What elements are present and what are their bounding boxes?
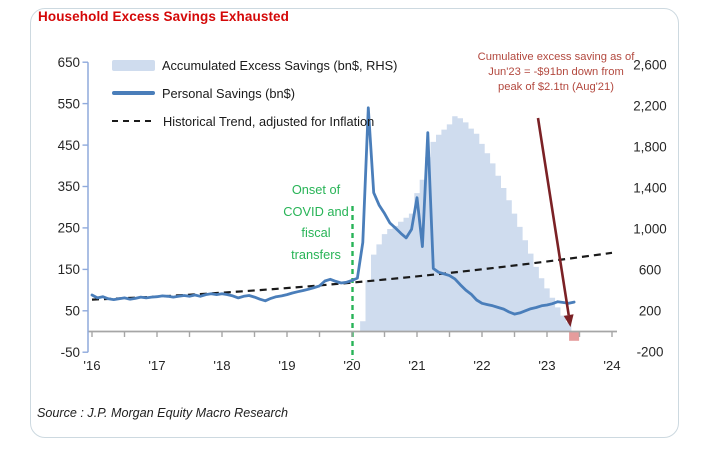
left-axis-tick-label: 450 bbox=[58, 138, 80, 153]
legend-item-personal-savings: Personal Savings (bn$) bbox=[112, 85, 397, 101]
right-axis-tick-label: 1,000 bbox=[633, 222, 667, 237]
x-axis-tick-label: '16 bbox=[83, 358, 100, 373]
legend-label: Personal Savings (bn$) bbox=[162, 85, 296, 101]
right-axis-tick-label: 2,200 bbox=[633, 99, 667, 114]
covid-annotation-line: fiscal bbox=[301, 225, 331, 240]
x-axis-tick-label: '22 bbox=[473, 358, 490, 373]
left-axis-tick-label: -50 bbox=[61, 345, 80, 360]
right-axis-tick-label: 600 bbox=[639, 263, 661, 278]
chart-title: Household Excess Savings Exhausted bbox=[38, 9, 289, 24]
left-axis-tick-label: 350 bbox=[58, 179, 80, 194]
right-axis-tick-label: 1,800 bbox=[633, 140, 667, 155]
cumulative-annotation-line: Jun'23 = -$91bn down from bbox=[488, 66, 624, 79]
x-axis-tick-label: '21 bbox=[408, 358, 425, 373]
covid-annotation-line: transfers bbox=[291, 246, 341, 262]
x-axis-tick-label: '19 bbox=[278, 358, 295, 373]
right-axis-tick-label: 200 bbox=[639, 304, 661, 319]
chart-card bbox=[30, 8, 679, 438]
dash-swatch-icon bbox=[112, 119, 156, 123]
legend-item-accumulated: Accumulated Excess Savings (bn$, RHS) bbox=[112, 57, 397, 73]
x-axis-tick-label: '17 bbox=[148, 358, 165, 373]
cumulative-annotation-line: peak of $2.1tn (Aug'21) bbox=[498, 81, 614, 94]
legend-item-trend: Historical Trend, adjusted for Inflation bbox=[112, 113, 397, 129]
covid-annotation-line: Onset of bbox=[291, 182, 341, 197]
covid-annotation-line: COVID and bbox=[283, 203, 349, 219]
source-text: Source : J.P. Morgan Equity Macro Resear… bbox=[37, 406, 289, 420]
right-axis-tick-label: 1,400 bbox=[633, 181, 667, 196]
x-axis-tick-label: '20 bbox=[343, 358, 360, 373]
x-axis-tick-label: '23 bbox=[538, 358, 555, 373]
covid-annotation: Onset of COVID and fiscal transfers bbox=[266, 179, 366, 265]
accumulated-excess-savings-area bbox=[360, 116, 572, 332]
left-axis-tick-label: 650 bbox=[58, 55, 80, 70]
legend: Accumulated Excess Savings (bn$, RHS) Pe… bbox=[112, 57, 397, 141]
negative-excess-bar bbox=[569, 331, 580, 341]
left-axis-tick-label: 550 bbox=[58, 96, 80, 111]
x-axis-tick-label: '24 bbox=[603, 358, 620, 373]
left-axis-tick-label: 250 bbox=[58, 221, 80, 236]
right-axis-tick-label: 2,600 bbox=[633, 58, 667, 73]
legend-label: Accumulated Excess Savings (bn$, RHS) bbox=[162, 57, 398, 73]
cumulative-annotation: Cumulative excess saving as of Jun'23 = … bbox=[443, 50, 669, 96]
legend-label: Historical Trend, adjusted for Inflation bbox=[163, 113, 375, 129]
right-axis-tick-label: -200 bbox=[637, 345, 664, 360]
annotation-arrowhead-icon bbox=[563, 314, 574, 327]
line-swatch-icon bbox=[112, 90, 155, 96]
left-axis-tick-label: 50 bbox=[65, 304, 80, 319]
x-axis-tick-label: '18 bbox=[213, 358, 230, 373]
annotation-arrow bbox=[536, 117, 570, 316]
personal-savings-line bbox=[90, 106, 576, 316]
historical-trend-line bbox=[91, 251, 613, 301]
area-swatch-icon bbox=[112, 59, 155, 71]
left-axis-tick-label: 150 bbox=[58, 262, 80, 277]
cumulative-annotation-line: Cumulative excess saving as of bbox=[477, 51, 635, 63]
